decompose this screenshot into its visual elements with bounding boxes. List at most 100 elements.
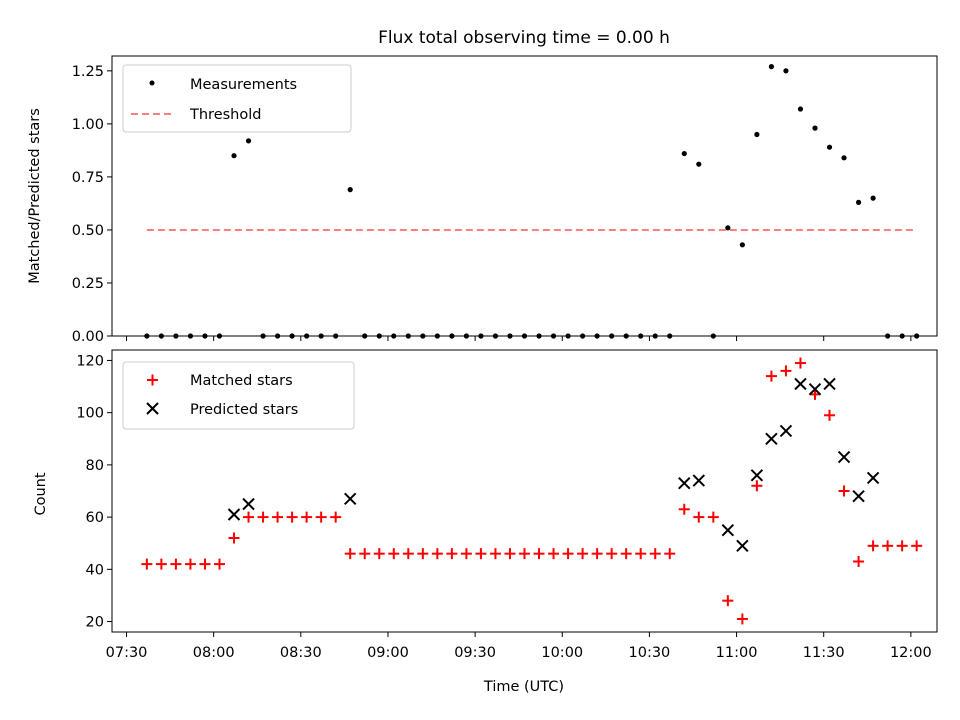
- top-y-tick-label: 0.25: [72, 276, 104, 292]
- predicted-star-marker: [242, 497, 255, 511]
- matched-star-marker: [388, 548, 400, 560]
- matched-star-marker: [824, 409, 836, 421]
- x-tick-label: 10:00: [541, 645, 583, 661]
- measurement-point: [696, 161, 702, 167]
- predicted-star-marker: [866, 471, 880, 485]
- top-y-tick-label: 0.75: [72, 170, 104, 186]
- measurement-point: [231, 153, 237, 159]
- matched-star-marker: [446, 548, 458, 560]
- predicted-star-marker: [678, 476, 691, 490]
- measurement-point: [681, 150, 687, 157]
- matched-star-marker: [213, 558, 225, 570]
- x-tick-label: 08:30: [280, 645, 322, 661]
- x-tick-label: 10:30: [629, 645, 671, 661]
- predicted-star-marker: [227, 508, 241, 521]
- matched-star-marker: [243, 511, 255, 523]
- matched-star-marker: [620, 548, 632, 560]
- bottom-y-ticks: 20 40 60 80 100 120: [76, 353, 112, 631]
- matched-star-marker: [533, 548, 545, 560]
- predicted-star-marker: [808, 382, 822, 396]
- matched-star-marker: [344, 548, 356, 560]
- matched-star-marker: [882, 540, 894, 552]
- matched-star-marker: [693, 511, 705, 523]
- predicted-marker-b: [794, 377, 807, 391]
- matched-star-marker: [272, 511, 284, 523]
- chart-title: Flux total observing time = 0.00 h: [378, 28, 670, 48]
- measurement-point: [754, 131, 760, 138]
- top-y-tick-label: 1.00: [72, 117, 104, 133]
- predicted-marker-b: [765, 432, 778, 445]
- matched-star-marker: [678, 503, 690, 515]
- matched-star-marker: [867, 540, 879, 552]
- matched-star-marker: [402, 548, 414, 560]
- predicted-marker-b: [242, 497, 255, 511]
- predicted-star-marker: [779, 424, 793, 438]
- top-legend: Measurements Threshold: [122, 64, 352, 133]
- x-tick-label: 11:30: [803, 645, 845, 661]
- x-tick-label: 12:00: [890, 645, 932, 661]
- measurement-point: [870, 195, 876, 201]
- predicted-star-marker: [852, 490, 865, 503]
- matched-star-marker: [141, 558, 153, 570]
- top-x-ticks: [126, 336, 912, 341]
- matched-star-marker: [765, 370, 777, 382]
- predicted-marker-b: [823, 377, 836, 391]
- legend-predicted-label: Predicted stars: [190, 402, 298, 418]
- matched-star-marker: [664, 548, 676, 560]
- predicted-marker-b: [736, 539, 749, 553]
- matched-star-marker: [577, 548, 589, 560]
- predicted-marker-b: [852, 490, 865, 503]
- x-tick-label: 09:00: [367, 645, 409, 661]
- matched-star-marker: [896, 540, 908, 552]
- predicted-marker-b: [227, 508, 241, 521]
- matched-star-marker: [562, 548, 574, 560]
- x-tick-label: 09:30: [454, 645, 496, 661]
- top-y-axis-label: Matched/Predicted stars: [27, 108, 43, 284]
- predicted-star-marker: [837, 450, 851, 464]
- matched-star-marker: [548, 548, 560, 560]
- matched-star-marker: [606, 548, 618, 560]
- bottom-y-tick-label: 100: [76, 406, 104, 422]
- matched-star-marker: [649, 548, 661, 560]
- matched-star-marker: [707, 511, 719, 523]
- predicted-star-marker: [794, 377, 807, 391]
- legend-matched-label: Matched stars: [190, 373, 293, 389]
- matched-star-marker: [489, 548, 501, 560]
- measurement-point: [245, 138, 252, 144]
- matched-star-marker: [911, 540, 923, 552]
- legend-measurements-label: Measurements: [190, 77, 297, 93]
- matched-star-marker: [460, 548, 472, 560]
- bottom-y-tick-label: 60: [86, 510, 104, 526]
- matched-star-marker: [417, 548, 429, 560]
- matched-star-marker: [286, 511, 298, 523]
- legend-matched-marker: [147, 374, 158, 386]
- bottom-legend-box: [122, 361, 355, 430]
- legend-measurements-marker: [149, 80, 155, 86]
- matched-star-marker: [809, 388, 821, 400]
- matched-star-marker: [315, 511, 327, 523]
- matched-star-marker: [170, 558, 182, 570]
- top-axes-frame: [111, 55, 938, 337]
- measurement-point: [841, 155, 847, 161]
- x-tick-label: 11:00: [716, 645, 758, 661]
- bottom-y-tick-label: 80: [86, 458, 104, 474]
- bottom-axes-frame: [111, 349, 938, 633]
- measurement-point: [797, 106, 804, 112]
- legend-predicted-marker: [146, 402, 159, 415]
- predicted-marker-b: [721, 523, 735, 537]
- matched-star-marker: [780, 365, 792, 377]
- top-y-tick-label: 0.00: [72, 329, 104, 345]
- measurement-point: [739, 242, 745, 248]
- predicted-star-marker: [765, 432, 778, 445]
- bottom-series: [141, 357, 923, 625]
- matched-star-marker: [475, 548, 487, 560]
- bottom-x-ticks: 07:30 08:00 08:30 09:00 09:30 10:00 10:30 11:00…: [106, 632, 932, 661]
- matched-star-marker: [519, 548, 530, 560]
- top-y-tick-label: 0.50: [72, 223, 104, 239]
- bottom-y-tick-label: 120: [76, 353, 104, 369]
- x-tick-label: 08:00: [193, 645, 235, 661]
- matched-star-marker: [155, 558, 167, 570]
- predicted-star-marker: [343, 492, 357, 506]
- predicted-marker-b: [866, 471, 880, 485]
- measurement-point: [812, 125, 818, 131]
